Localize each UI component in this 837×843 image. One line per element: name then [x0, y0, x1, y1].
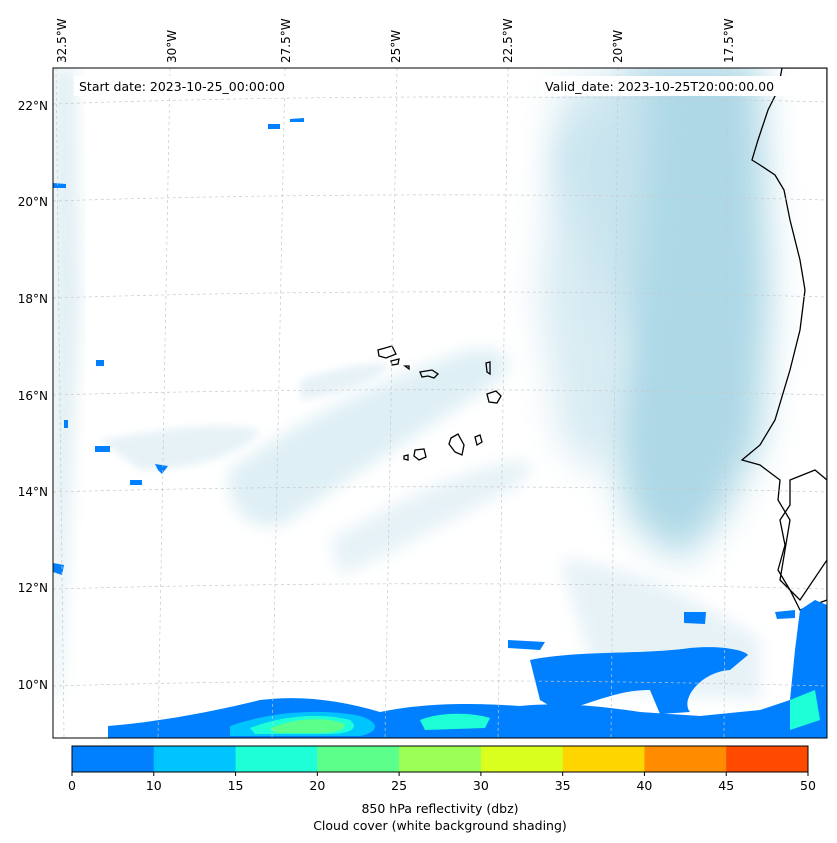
reflectivity-spot-9	[64, 420, 68, 428]
lat-label-16: 16°N	[18, 389, 48, 403]
valid-date-box	[540, 76, 807, 96]
graticule	[53, 68, 827, 738]
grid-lon-25	[384, 68, 398, 738]
colorbar-swatch	[399, 746, 482, 772]
reflectivity-cell-east	[530, 647, 748, 714]
latitude-labels: 22°N 20°N 18°N 16°N 14°N 12°N 10°N	[18, 99, 48, 692]
colorbar-swatch	[562, 746, 645, 772]
lat-label-20: 20°N	[18, 195, 48, 209]
cloud-strip-west	[53, 68, 80, 700]
reflectivity-band-south	[108, 600, 827, 738]
reflectivity-layer	[53, 118, 827, 738]
colorbar-swatch	[235, 746, 318, 772]
colorbar-swatch	[153, 746, 237, 772]
lat-label-10: 10°N	[18, 678, 48, 692]
lat-label-18: 18°N	[18, 292, 48, 306]
lon-label-22-5: 22.5°W	[501, 18, 515, 63]
grid-lon-22-5	[497, 68, 509, 738]
reflectivity-spot-4	[268, 124, 280, 129]
island-santiago	[448, 433, 465, 456]
colorbar-swatch	[317, 746, 400, 772]
reflectivity-cell-small-1	[508, 640, 545, 650]
colorbar-label-reflectivity: 850 hPa reflectivity (dbz)	[361, 801, 518, 816]
lon-label-17-5: 17.5°W	[722, 18, 736, 63]
island-maio	[474, 434, 483, 447]
reflectivity-spot-1	[155, 464, 168, 474]
colorbar-ticks: 0 10 15 20 25 30 35 40 45 50	[68, 772, 816, 793]
valid-date-text: Valid_date: 2023-10-25T20:00:00.00	[545, 79, 774, 94]
colorbar-tick-label: 20	[309, 778, 325, 793]
reflectivity-spot-6	[96, 360, 104, 366]
guinea-coast	[777, 469, 827, 611]
lat-label-12: 12°N	[18, 581, 48, 595]
colorbar-tick-label: 10	[146, 778, 162, 793]
colorbar-tick-label: 25	[391, 778, 407, 793]
grid-lat-12	[53, 583, 827, 590]
colorbar-frame	[71, 745, 809, 773]
map-frame	[52, 67, 828, 739]
mainland-coast	[740, 68, 827, 602]
longitude-labels: 32.5°W 30°W 27.5°W 25°W 22.5°W 20°W 17.5…	[55, 18, 736, 63]
grid-lat-16	[53, 389, 827, 396]
colorbar-tick-label: 35	[555, 778, 571, 793]
grid-lat-10	[53, 680, 827, 687]
reflectivity-spot-7	[53, 183, 66, 188]
grid-lat-22	[53, 96, 827, 105]
cloud-streak-center	[228, 349, 509, 527]
colorbar-tick-label: 50	[800, 778, 816, 793]
island-fogo	[413, 448, 427, 461]
lon-label-32-5: 32.5°W	[55, 18, 69, 63]
colorbar-swatch	[644, 746, 727, 772]
lat-label-22: 22°N	[18, 99, 48, 113]
island-sal	[485, 361, 491, 376]
cape-verde-islands	[377, 345, 502, 461]
colorbar-tick-label: 15	[228, 778, 244, 793]
colorbar: 0 10 15 20 25 30 35 40 45 50 850 hPa reflectivity…	[68, 745, 816, 833]
cloud-streak-south	[330, 460, 531, 575]
reflectivity-cell-small-3	[775, 610, 795, 619]
colorbar-swatch	[72, 746, 155, 772]
grid-lon-27-5	[271, 68, 286, 738]
colorbar-tick-label: 45	[718, 778, 734, 793]
island-santa-luzia	[403, 365, 410, 371]
map-content: Start date: 2023-10-25_00:00:00 Valid_da…	[53, 68, 827, 738]
grid-lon-30	[157, 68, 171, 738]
lon-label-30: 30°W	[165, 30, 179, 63]
lat-label-14: 14°N	[18, 485, 48, 499]
grid-lat-20	[53, 194, 827, 202]
island-boa-vista	[486, 390, 502, 404]
colorbar-swatches	[72, 746, 809, 772]
grid-lon-20	[610, 68, 619, 738]
colorbar-swatch	[726, 746, 809, 772]
reflectivity-cell-small-2	[684, 612, 706, 624]
lon-label-27-5: 27.5°W	[279, 18, 293, 63]
lon-label-20: 20°W	[611, 30, 625, 63]
grid-lon-17-5	[723, 68, 729, 738]
cloud-streak-west	[100, 425, 260, 470]
reflectivity-spot-3	[53, 563, 64, 575]
colorbar-label-cloud-cover: Cloud cover (white background shading)	[313, 818, 567, 833]
lon-label-25: 25°W	[389, 30, 403, 63]
island-santo-antao	[377, 345, 397, 359]
start-date-text: Start date: 2023-10-25_00:00:00	[79, 79, 285, 94]
reflectivity-high	[270, 719, 345, 733]
grid-lat-14	[53, 486, 827, 493]
reflectivity-spot-8	[95, 446, 110, 452]
colorbar-tick-label: 0	[68, 778, 76, 793]
grid-lat-18	[53, 291, 827, 299]
cloud-band-east-edge	[540, 80, 650, 480]
reflectivity-mid-4	[790, 690, 820, 730]
reflectivity-mid-3	[420, 713, 490, 730]
reflectivity-spot-5	[290, 118, 304, 122]
grid-lon-32-5	[55, 68, 65, 738]
colorbar-tick-label: 40	[636, 778, 652, 793]
island-brava	[403, 454, 409, 461]
island-sao-nicolau	[419, 369, 440, 379]
colorbar-tick-label: 30	[473, 778, 489, 793]
colorbar-swatch	[480, 746, 564, 772]
start-date-box	[74, 76, 310, 96]
reflectivity-spot-2	[130, 480, 142, 485]
cloud-streak-north	[300, 363, 390, 400]
